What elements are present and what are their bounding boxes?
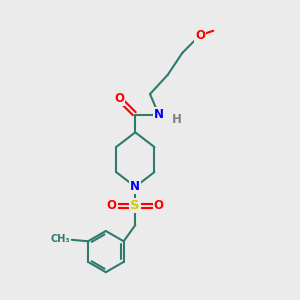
Text: O: O	[107, 200, 117, 212]
Text: N: N	[130, 180, 140, 193]
Text: N: N	[154, 108, 164, 121]
Text: O: O	[195, 29, 205, 42]
Text: CH₃: CH₃	[51, 234, 70, 244]
Text: O: O	[114, 92, 124, 105]
Text: O: O	[154, 200, 164, 212]
Text: H: H	[172, 112, 182, 126]
Text: S: S	[130, 200, 140, 212]
